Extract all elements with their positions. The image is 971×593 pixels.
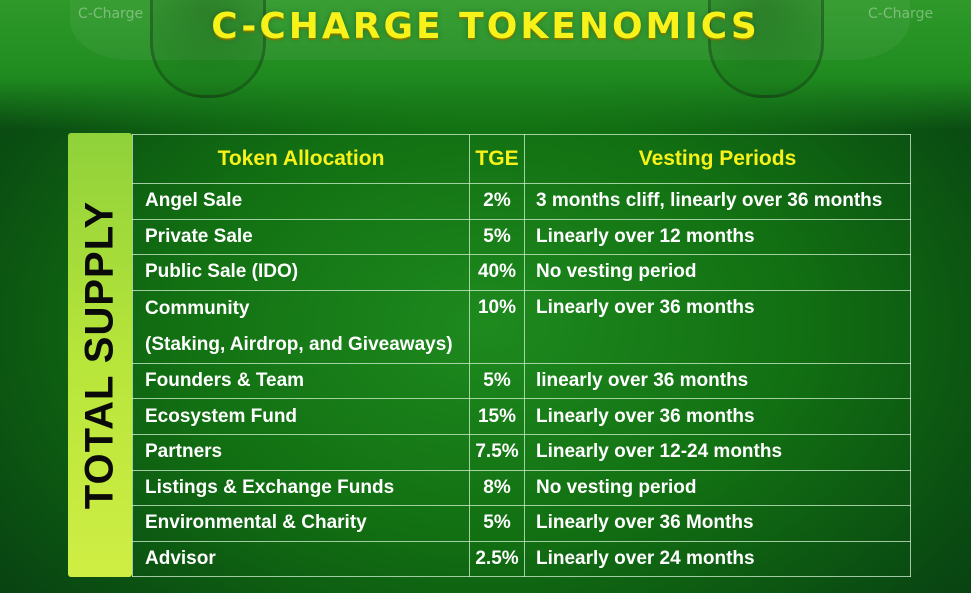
allocation-cell: Angel Sale xyxy=(132,183,470,220)
allocation-cell: Advisor xyxy=(132,540,470,578)
vesting-cell: Linearly over 12-24 months xyxy=(524,433,911,471)
table-row: Ecosystem Fund 15% Linearly over 36 mont… xyxy=(132,398,911,435)
tokenomics-table: Token Allocation TGE Vesting Periods Ang… xyxy=(132,134,911,578)
table-row: Founders & Team 5% linearly over 36 mont… xyxy=(132,362,911,400)
table-header-row: Token Allocation TGE Vesting Periods xyxy=(132,134,911,184)
tge-cell: 5% xyxy=(469,362,525,400)
tge-cell: 5% xyxy=(469,505,525,542)
total-supply-bar xyxy=(68,133,132,577)
allocation-cell: Environmental & Charity xyxy=(132,505,470,542)
allocation-cell: Private Sale xyxy=(132,218,470,256)
allocation-cell: Partners xyxy=(132,433,470,471)
table-row: Partners 7.5% Linearly over 12-24 months xyxy=(132,433,911,471)
allocation-cell: Public Sale (IDO) xyxy=(132,254,470,291)
vesting-cell: Linearly over 24 months xyxy=(524,540,911,578)
allocation-cell: Founders & Team xyxy=(132,362,470,400)
logo-right: C-Charge xyxy=(868,6,934,22)
header-tge: TGE xyxy=(469,134,525,184)
table-row: Angel Sale 2% 3 months cliff, linearly o… xyxy=(132,183,911,220)
tge-cell: 8% xyxy=(469,469,525,507)
table-row: Public Sale (IDO) 40% No vesting period xyxy=(132,254,911,291)
wheel-left-icon xyxy=(150,0,266,98)
header-vesting: Vesting Periods xyxy=(524,134,911,184)
allocation-cell: Listings & Exchange Funds xyxy=(132,469,470,507)
vesting-cell: Linearly over 36 months xyxy=(524,398,911,435)
table-row: Environmental & Charity 5% Linearly over… xyxy=(132,505,911,542)
tge-cell: 15% xyxy=(469,398,525,435)
vesting-cell: Linearly over 36 Months xyxy=(524,505,911,542)
header-allocation: Token Allocation xyxy=(132,134,470,184)
tge-cell: 40% xyxy=(469,254,525,291)
total-supply-label: TOTAL SUPPLY xyxy=(77,200,122,510)
allocation-line-1: Community xyxy=(145,297,250,319)
tge-cell: 10% xyxy=(469,289,525,364)
vesting-cell: No vesting period xyxy=(524,469,911,507)
table-row: Listings & Exchange Funds 8% No vesting … xyxy=(132,469,911,507)
logo-left: C-Charge xyxy=(78,6,144,22)
vesting-cell: No vesting period xyxy=(524,254,911,291)
table-row: Private Sale 5% Linearly over 12 months xyxy=(132,218,911,256)
tge-cell: 2% xyxy=(469,183,525,220)
allocation-cell: Ecosystem Fund xyxy=(132,398,470,435)
wheel-right-icon xyxy=(708,0,824,98)
vesting-cell: 3 months cliff, linearly over 36 months xyxy=(524,183,911,220)
page-title: C-CHARGE TOKENOMICS xyxy=(211,6,760,47)
vesting-cell: linearly over 36 months xyxy=(524,362,911,400)
tge-cell: 2.5% xyxy=(469,540,525,578)
vesting-cell: Linearly over 12 months xyxy=(524,218,911,256)
tge-cell: 5% xyxy=(469,218,525,256)
allocation-line-2: (Staking, Airdrop, and Giveaways) xyxy=(145,333,453,355)
vesting-cell: Linearly over 36 months xyxy=(524,289,911,364)
table-row: Community (Staking, Airdrop, and Giveawa… xyxy=(132,289,911,364)
table-row: Advisor 2.5% Linearly over 24 months xyxy=(132,540,911,578)
allocation-cell: Community (Staking, Airdrop, and Giveawa… xyxy=(132,289,470,364)
tge-cell: 7.5% xyxy=(469,433,525,471)
